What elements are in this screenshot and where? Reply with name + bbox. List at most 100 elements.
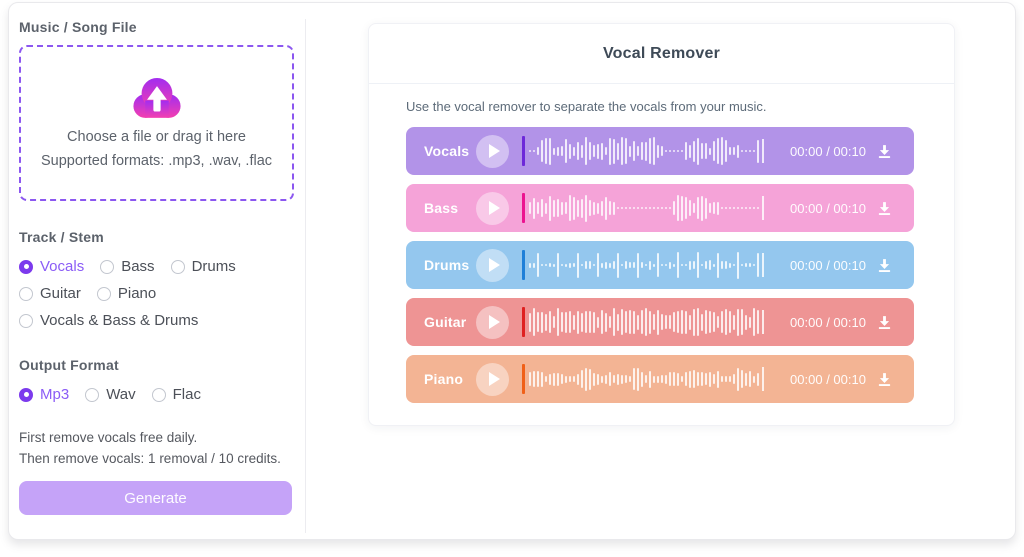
radio-flac[interactable]: Flac <box>151 386 201 403</box>
download-button[interactable] <box>872 139 896 163</box>
play-button[interactable] <box>476 362 509 396</box>
waveform-bar <box>569 143 571 159</box>
waveform-bar <box>653 314 655 330</box>
playback-cursor <box>522 193 525 223</box>
radio-mp3[interactable]: Mp3 <box>19 386 69 403</box>
waveform-bar <box>713 374 715 384</box>
track-row-guitar: Guitar 00:00 / 00:10 <box>406 298 914 346</box>
play-button[interactable] <box>476 134 509 168</box>
waveform-bar <box>633 262 635 268</box>
waveform[interactable] <box>522 190 776 226</box>
waveform-bar <box>741 370 743 388</box>
download-icon <box>878 315 890 329</box>
radio-drums[interactable]: Drums <box>170 258 236 275</box>
waveform-bar <box>709 311 711 333</box>
waveform-bar <box>537 253 539 277</box>
waveform-bar <box>581 312 583 332</box>
download-button[interactable] <box>872 367 896 391</box>
waveform-bar <box>697 137 699 165</box>
waveform-bar <box>605 147 607 155</box>
waveform-bar <box>637 252 639 278</box>
play-button[interactable] <box>476 191 509 225</box>
waveform-bar <box>589 261 591 269</box>
waveform-bar <box>713 141 715 161</box>
waveform-bar <box>541 199 543 217</box>
waveform-bar <box>553 147 555 155</box>
track-time: 00:00 / 00:10 <box>790 371 866 387</box>
waveform-bar <box>653 207 655 209</box>
waveform-bar <box>669 315 671 329</box>
waveform-bar <box>661 146 663 156</box>
waveform-bar <box>641 371 643 387</box>
waveform-bar <box>553 263 555 267</box>
waveform-bar <box>629 262 631 268</box>
waveform-bar <box>693 140 695 162</box>
waveform[interactable] <box>522 133 776 169</box>
waveform-bar <box>737 207 739 209</box>
waveform-bar <box>573 146 575 156</box>
waveform-bar <box>577 373 579 385</box>
waveform-bar <box>725 376 727 382</box>
waveform[interactable] <box>522 247 776 283</box>
radio-icon <box>151 387 166 402</box>
waveform[interactable] <box>522 304 776 340</box>
radio-bass[interactable]: Bass <box>100 258 155 275</box>
waveform-bar <box>649 138 651 164</box>
radio-piano[interactable]: Piano <box>96 285 156 302</box>
file-dropzone[interactable]: Choose a file or drag it here Supported … <box>19 45 294 201</box>
waveform-bar <box>753 308 755 336</box>
generate-button[interactable]: Generate <box>19 481 292 515</box>
waveform-bar <box>725 261 727 269</box>
waveform-bar <box>633 368 635 390</box>
waveform-bar <box>621 207 623 209</box>
waveform-bar <box>693 370 695 388</box>
waveform-bar <box>721 207 723 209</box>
waveform-bar <box>645 207 647 209</box>
waveform-bar <box>645 141 647 161</box>
waveform-bar <box>653 375 655 383</box>
waveform-bar <box>593 145 595 157</box>
waveform-bar <box>549 263 551 267</box>
waveform-bar <box>641 310 643 334</box>
waveform-bar <box>557 199 559 217</box>
download-icon <box>878 258 890 272</box>
waveform-bar <box>633 141 635 161</box>
waveform-bar <box>549 311 551 333</box>
waveform[interactable] <box>522 361 776 397</box>
waveform-bar <box>677 195 679 221</box>
waveform-bar <box>581 370 583 388</box>
waveform-bar <box>545 376 547 382</box>
waveform-bar <box>653 137 655 165</box>
radio-vocals-bass-drums[interactable]: Vocals & Bass & Drums <box>19 312 198 329</box>
waveform-bar <box>661 264 663 266</box>
download-button[interactable] <box>872 310 896 334</box>
waveform-bar <box>609 137 611 165</box>
waveform-bar <box>753 375 755 383</box>
play-button[interactable] <box>476 305 509 339</box>
waveform-bar <box>577 252 579 278</box>
waveform-bar <box>693 308 695 336</box>
track-row-vocals: Vocals 00:00 / 00:10 <box>406 127 914 175</box>
play-icon <box>488 372 500 386</box>
waveform-bar <box>565 263 567 267</box>
waveform-bar <box>705 373 707 385</box>
download-button[interactable] <box>872 253 896 277</box>
waveform-bar <box>721 311 723 333</box>
play-button[interactable] <box>476 248 509 282</box>
radio-guitar[interactable]: Guitar <box>19 285 81 302</box>
waveform-bar <box>697 252 699 278</box>
waveform-bar <box>689 144 691 158</box>
waveform-bar <box>545 264 547 266</box>
radio-vocals[interactable]: Vocals <box>19 258 84 275</box>
waveform-bar <box>577 142 579 160</box>
waveform-bar <box>669 372 671 386</box>
download-button[interactable] <box>872 196 896 220</box>
waveform-bar <box>597 373 599 385</box>
radio-wav[interactable]: Wav <box>85 386 136 403</box>
waveform-bar <box>589 142 591 160</box>
waveform-bar <box>733 314 735 330</box>
waveform-bar <box>581 264 583 266</box>
waveform-bar <box>629 207 631 209</box>
waveform-bar <box>617 373 619 385</box>
waveform-bar <box>677 311 679 333</box>
